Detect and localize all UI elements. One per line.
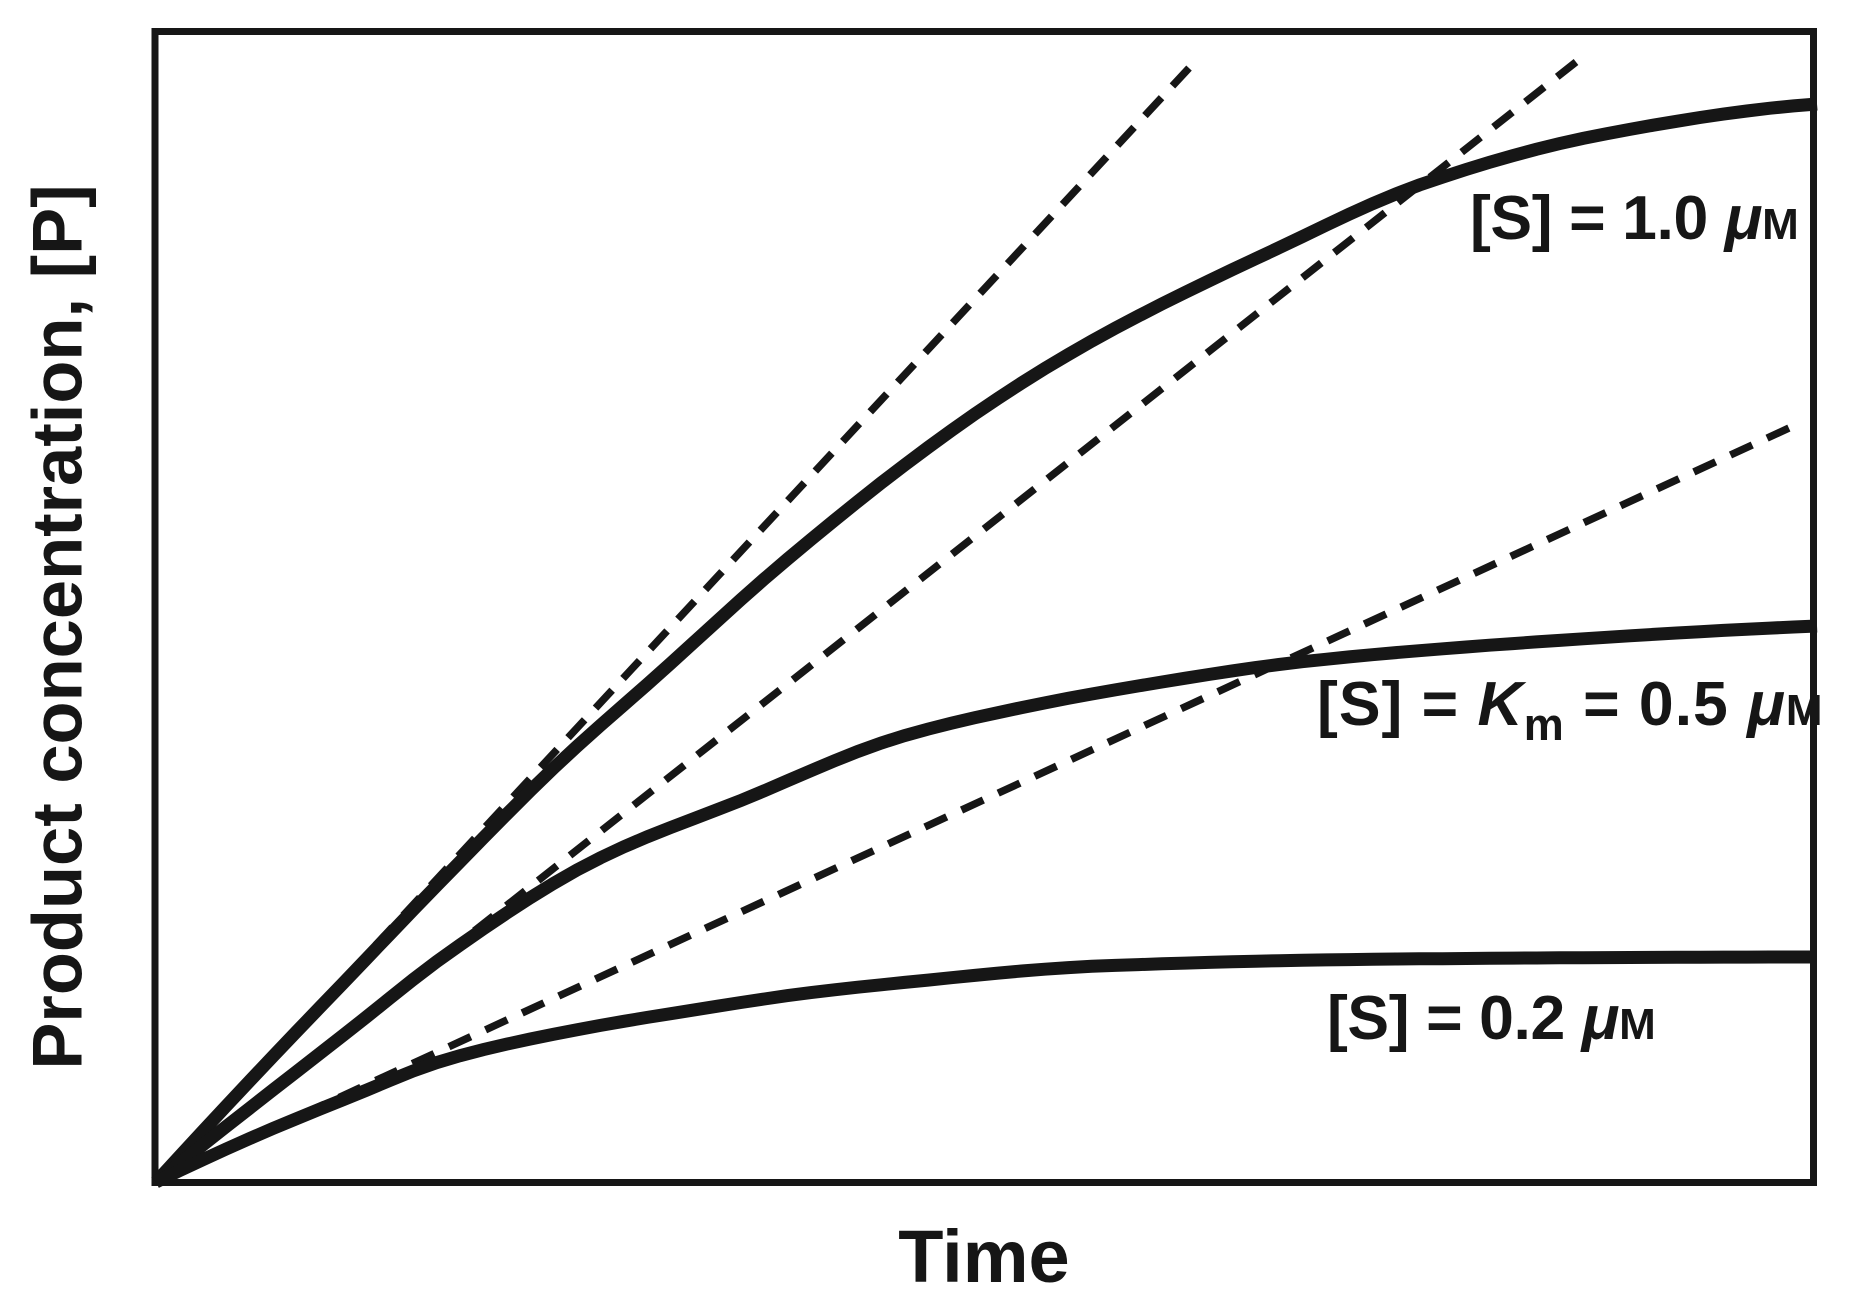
- svg-text:[S] = 1.0 μM: [S] = 1.0 μM: [1470, 183, 1798, 253]
- svg-text:Time: Time: [898, 1215, 1069, 1298]
- svg-text:[S] = Km = 0.5 μM: [S] = Km = 0.5 μM: [1317, 669, 1824, 750]
- svg-text:[S] = 0.2 μM: [S] = 0.2 μM: [1327, 983, 1655, 1053]
- svg-text:Product concentration, [P]: Product concentration, [P]: [18, 184, 97, 1069]
